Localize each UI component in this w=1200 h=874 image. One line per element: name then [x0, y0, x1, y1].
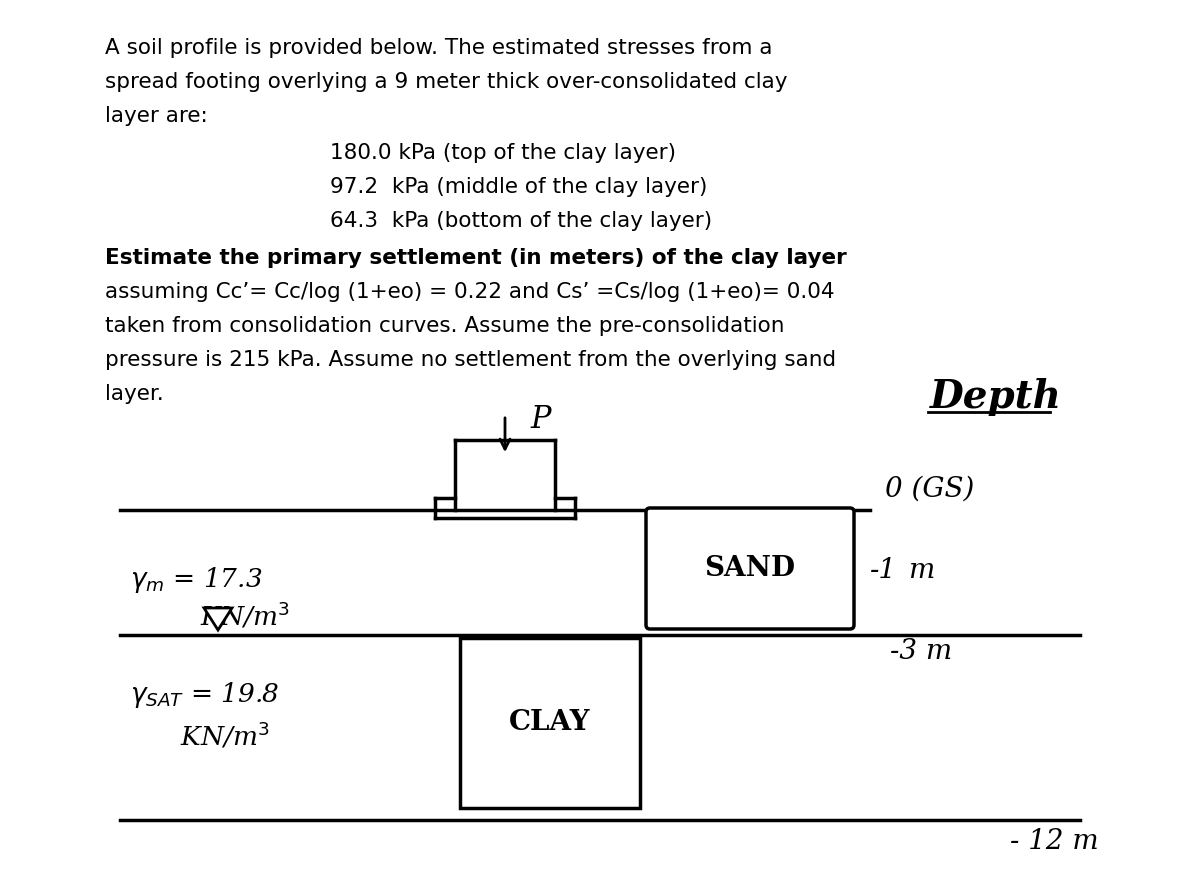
Text: pressure is 215 kPa. Assume no settlement from the overlying sand: pressure is 215 kPa. Assume no settlemen…: [106, 350, 836, 370]
Text: 180.0 kPa (top of the clay layer): 180.0 kPa (top of the clay layer): [330, 143, 676, 163]
Text: -1: -1: [870, 557, 898, 584]
Text: A soil profile is provided below. The estimated stresses from a: A soil profile is provided below. The es…: [106, 38, 773, 58]
Text: layer.: layer.: [106, 384, 163, 404]
Text: KN/m$^3$: KN/m$^3$: [200, 600, 289, 630]
Text: KN/m$^3$: KN/m$^3$: [180, 720, 270, 751]
Text: spread footing overlying a 9 meter thick over-consolidated clay: spread footing overlying a 9 meter thick…: [106, 72, 787, 92]
Text: SAND: SAND: [704, 554, 796, 581]
Polygon shape: [204, 608, 232, 630]
Text: m: m: [908, 557, 935, 584]
FancyBboxPatch shape: [646, 508, 854, 629]
Text: 97.2  kPa (middle of the clay layer): 97.2 kPa (middle of the clay layer): [330, 177, 707, 197]
Text: 0 (GS): 0 (GS): [886, 476, 974, 503]
Text: assuming Cc’= Cc/log (1+eo) = 0.22 and Cs’ =Cs/log (1+eo)= 0.04: assuming Cc’= Cc/log (1+eo) = 0.22 and C…: [106, 282, 835, 302]
Text: -3 m: -3 m: [890, 638, 953, 665]
Text: 64.3  kPa (bottom of the clay layer): 64.3 kPa (bottom of the clay layer): [330, 211, 712, 231]
Text: CLAY: CLAY: [509, 710, 590, 737]
Text: P: P: [530, 405, 551, 435]
Text: taken from consolidation curves. Assume the pre-consolidation: taken from consolidation curves. Assume …: [106, 316, 785, 336]
Text: - 12 m: - 12 m: [1010, 828, 1099, 855]
Bar: [460, 638, 640, 808]
Text: layer are:: layer are:: [106, 106, 208, 126]
Text: $\gamma_m$ = 17.3: $\gamma_m$ = 17.3: [130, 565, 263, 595]
Text: $\gamma_{SAT}$ = 19.8: $\gamma_{SAT}$ = 19.8: [130, 680, 280, 710]
Text: Estimate the primary settlement (in meters) of the clay layer: Estimate the primary settlement (in mete…: [106, 248, 847, 268]
Text: Depth: Depth: [930, 378, 1062, 416]
